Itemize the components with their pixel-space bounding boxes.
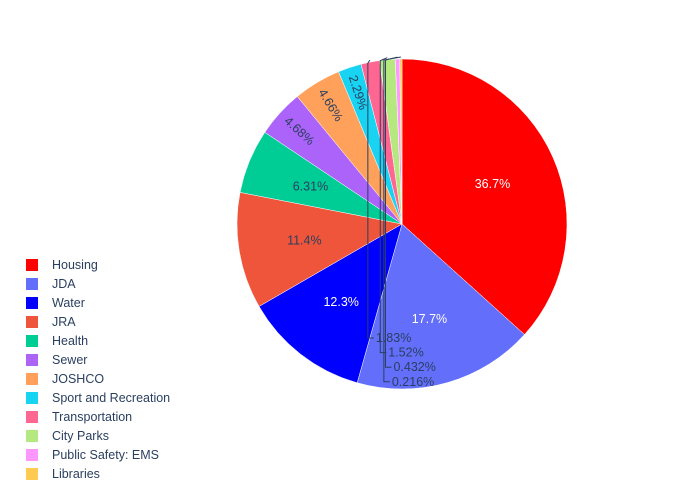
pie-outside-labels: 1.83%1.52%0.432%0.216% xyxy=(367,56,436,389)
slice-label-jra: 11.4% xyxy=(287,233,322,247)
pie-slice-jra[interactable] xyxy=(236,192,403,307)
legend-item-jra[interactable]: JRA xyxy=(26,315,76,329)
legend[interactable]: Housing JDA Water JRA Health Sewer JOSHCO Sport… xyxy=(26,258,170,481)
legend-label: JOSHCO xyxy=(52,372,104,386)
slice-label-jda: 17.7% xyxy=(412,312,447,326)
legend-item-jda[interactable]: JDA xyxy=(26,277,76,291)
legend-label: JRA xyxy=(52,315,76,329)
legend-swatch xyxy=(26,430,38,442)
slice-label-water: 12.3% xyxy=(323,295,358,309)
legend-label: Libraries xyxy=(52,467,100,481)
legend-swatch xyxy=(26,335,38,347)
legend-swatch xyxy=(26,373,38,385)
legend-swatch xyxy=(26,259,38,271)
legend-label: Health xyxy=(52,334,88,348)
pie-slices xyxy=(236,58,568,390)
pie-slice-water[interactable] xyxy=(258,223,403,384)
legend-label: Housing xyxy=(52,258,98,272)
legend-item-city-parks[interactable]: City Parks xyxy=(26,429,109,443)
legend-label: Sewer xyxy=(52,353,87,367)
legend-swatch xyxy=(26,316,38,328)
legend-item-joshco[interactable]: JOSHCO xyxy=(26,372,104,386)
legend-swatch xyxy=(26,278,38,290)
legend-label: JDA xyxy=(52,277,76,291)
legend-swatch xyxy=(26,468,38,480)
legend-label: Water xyxy=(52,296,85,310)
legend-item-housing[interactable]: Housing xyxy=(26,258,98,272)
legend-item-sport-and-recreation[interactable]: Sport and Recreation xyxy=(26,391,170,405)
leader-line-transportation xyxy=(367,59,374,339)
legend-swatch xyxy=(26,392,38,404)
slice-label-housing: 36.7% xyxy=(475,177,510,191)
legend-label: Public Safety: EMS xyxy=(52,448,159,462)
legend-swatch xyxy=(26,297,38,309)
legend-item-sewer[interactable]: Sewer xyxy=(26,353,87,367)
slice-label-libraries: 0.216% xyxy=(392,375,434,389)
legend-swatch xyxy=(26,411,38,423)
slice-label-city-parks: 1.52% xyxy=(388,346,423,360)
legend-item-libraries[interactable]: Libraries xyxy=(26,467,100,481)
legend-item-public-safety-ems[interactable]: Public Safety: EMS xyxy=(26,448,159,462)
slice-label-public-safety-ems: 0.432% xyxy=(393,360,435,374)
legend-item-water[interactable]: Water xyxy=(26,296,85,310)
legend-label: Sport and Recreation xyxy=(52,391,170,405)
legend-label: City Parks xyxy=(52,429,109,443)
pie-slice-libraries[interactable] xyxy=(399,58,403,225)
pie-slice-jda[interactable] xyxy=(356,223,525,390)
legend-item-health[interactable]: Health xyxy=(26,334,88,348)
legend-label: Transportation xyxy=(52,410,132,424)
slice-label-transportation: 1.83% xyxy=(376,331,411,345)
pie-slice-housing[interactable] xyxy=(401,58,568,335)
legend-swatch xyxy=(26,354,38,366)
leader-line-libraries xyxy=(383,56,401,383)
legend-swatch xyxy=(26,449,38,461)
legend-item-transportation[interactable]: Transportation xyxy=(26,410,132,424)
leader-line-city-parks xyxy=(379,57,388,354)
slice-label-health: 6.31% xyxy=(293,179,328,193)
